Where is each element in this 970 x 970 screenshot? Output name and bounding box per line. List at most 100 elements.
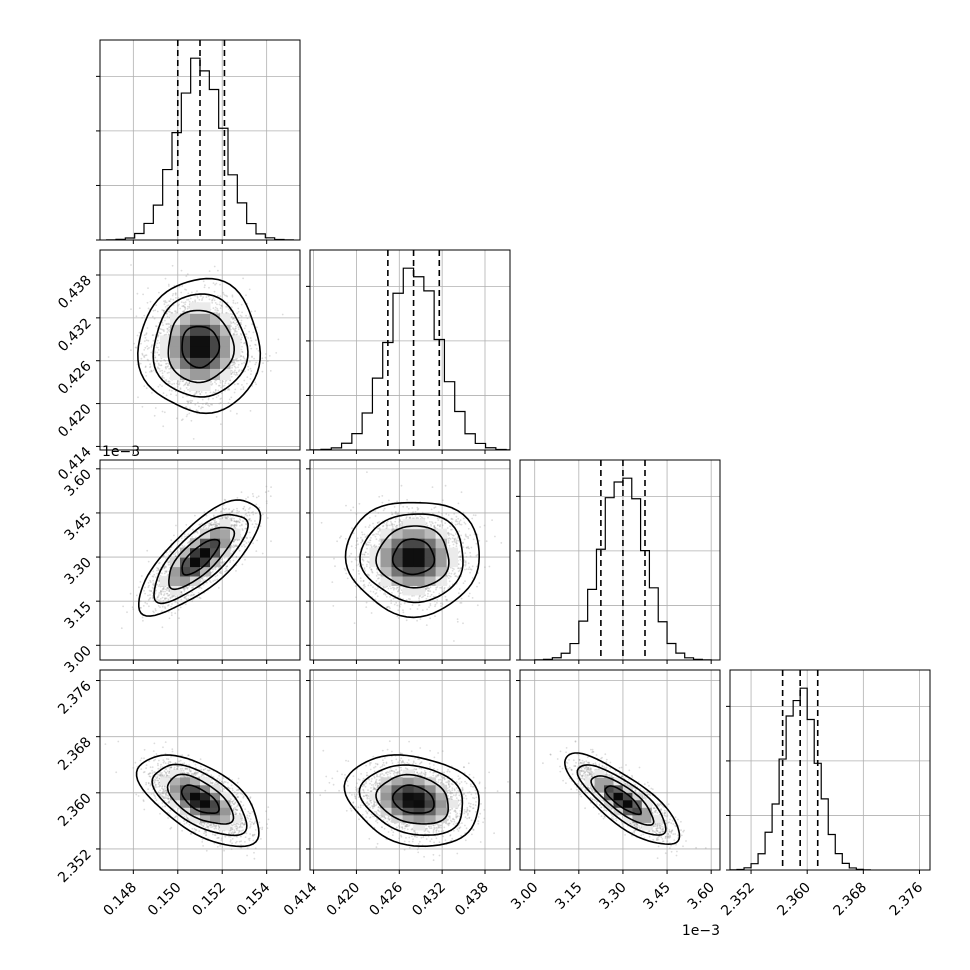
scatter-point (237, 370, 240, 373)
scatter-point (237, 328, 240, 331)
scatter-point (209, 580, 211, 582)
scatter-point (144, 346, 147, 349)
scatter-point (235, 521, 238, 523)
scatter-point (168, 326, 171, 329)
scatter-point (194, 299, 197, 302)
scatter-point (221, 304, 223, 307)
scatter-point (160, 360, 162, 362)
scatter-point (233, 517, 235, 520)
scatter-point (216, 311, 219, 314)
scatter-point (200, 407, 202, 410)
scatter-point (187, 384, 190, 387)
scatter-point (153, 414, 156, 417)
scatter-point (219, 402, 222, 404)
scatter-point (214, 306, 217, 309)
scatter-point (167, 304, 170, 307)
scatter-point (251, 323, 254, 326)
scatter-point (251, 385, 254, 387)
scatter-point (194, 392, 197, 395)
scatter-point (249, 536, 252, 539)
scatter-point (259, 525, 262, 527)
scatter-point (232, 333, 235, 335)
scatter-point (214, 521, 217, 524)
scatter-point (177, 602, 180, 605)
scatter-point (167, 365, 170, 367)
scatter-point (224, 382, 227, 384)
scatter-point (213, 523, 215, 526)
scatter-point (149, 300, 152, 303)
scatter-point (165, 362, 168, 365)
scatter-point (255, 347, 258, 350)
scatter-point (173, 382, 176, 385)
scatter-point (156, 596, 159, 599)
scatter-point (186, 307, 189, 310)
scatter-point (261, 357, 264, 360)
scatter-point (177, 551, 180, 554)
scatter-point (182, 301, 185, 304)
scatter-point (150, 590, 153, 593)
scatter-point (241, 563, 244, 566)
scatter-point (240, 341, 243, 344)
scatter-point (167, 594, 169, 597)
scatter-point (158, 562, 160, 565)
scatter-point (233, 317, 236, 320)
scatter-point (230, 306, 233, 309)
scatter-point (220, 423, 222, 426)
scatter-point (269, 495, 272, 498)
density-cell (220, 357, 231, 369)
scatter-point (201, 297, 204, 300)
scatter-point (196, 532, 199, 534)
scatter-point (213, 265, 216, 268)
scatter-point (232, 318, 234, 321)
scatter-point (214, 524, 217, 526)
scatter-point (241, 545, 243, 548)
scatter-point (147, 582, 150, 584)
scatter-point (158, 353, 161, 356)
scatter-point (250, 373, 252, 375)
scatter-point (163, 330, 165, 333)
scatter-point (232, 364, 234, 366)
scatter-point (147, 307, 150, 310)
density-cell (230, 346, 241, 358)
scatter-point (156, 339, 159, 342)
scatter-point (167, 283, 170, 286)
scatter-point (253, 526, 256, 529)
scatter-point (150, 370, 153, 373)
scatter-point (148, 589, 151, 592)
scatter-point (159, 332, 162, 335)
scatter-point (168, 323, 171, 326)
density-cell (220, 335, 231, 347)
scatter-point (223, 293, 225, 296)
scatter-point (177, 608, 180, 611)
scatter-point (214, 389, 217, 392)
scatter-point (156, 366, 159, 369)
panel-frame (729, 669, 931, 871)
scatter-point (185, 595, 188, 598)
scatter-point (149, 594, 151, 596)
scatter-point (162, 425, 165, 428)
scatter-point (160, 592, 163, 595)
scatter-point (248, 330, 251, 333)
scatter-point (136, 334, 139, 337)
scatter-point (236, 509, 239, 512)
scatter-point (218, 523, 220, 526)
scatter-point (177, 540, 180, 543)
scatter-point (184, 301, 187, 303)
scatter-point (164, 301, 167, 304)
density-cell (220, 346, 231, 358)
scatter-point (233, 539, 236, 541)
scatter-point (145, 354, 148, 357)
scatter-point (167, 604, 169, 607)
scatter-point (218, 566, 220, 569)
scatter-point (161, 385, 163, 387)
scatter-point (234, 331, 236, 333)
scatter-point (175, 311, 178, 314)
scatter-point (156, 351, 159, 354)
scatter-point (153, 573, 156, 576)
scatter-point (185, 382, 187, 384)
scatter-point (219, 381, 222, 384)
scatter-point (235, 520, 238, 522)
scatter-point (196, 296, 199, 299)
scatter-point (184, 308, 187, 311)
scatter-point (148, 584, 150, 587)
